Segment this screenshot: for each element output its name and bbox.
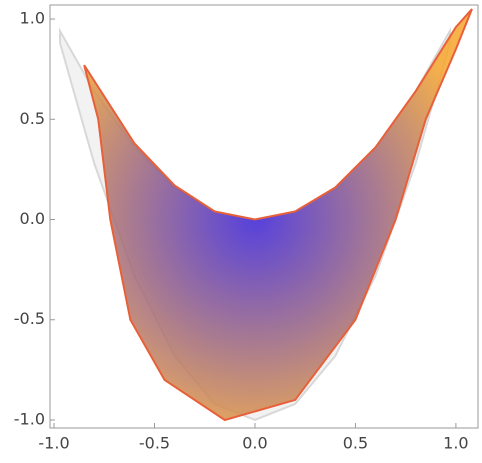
x-tick-label: -1.0 — [38, 434, 69, 453]
y-tick-label: 0.0 — [20, 209, 45, 228]
x-tick-label: -0.5 — [139, 434, 170, 453]
y-tick-label: 1.0 — [20, 9, 45, 28]
region — [83, 8, 473, 422]
frame — [49, 4, 479, 429]
x-tick-label: 0.0 — [242, 434, 267, 453]
x-tick-label: 1.0 — [443, 434, 468, 453]
y-tick-label: 0.5 — [20, 109, 45, 128]
y-tick-label: -1.0 — [14, 409, 45, 428]
y-tick-label: -0.5 — [14, 309, 45, 328]
x-tick-label: 0.5 — [343, 434, 368, 453]
